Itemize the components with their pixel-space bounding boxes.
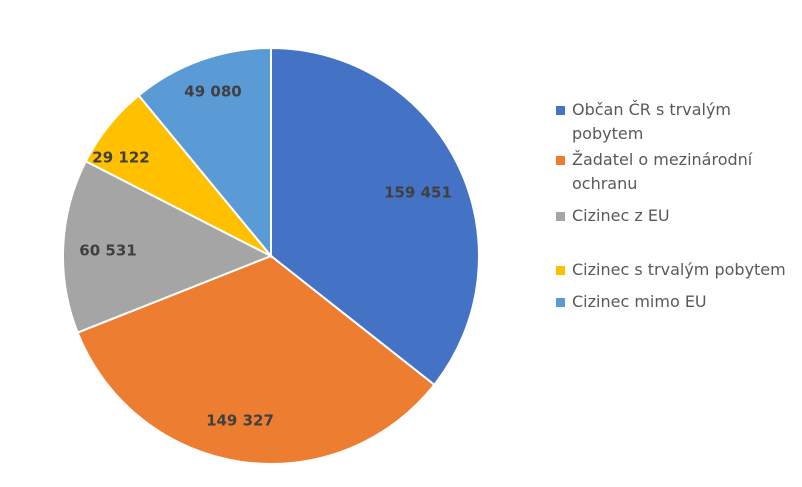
pie-data-labels: 159 451 149 327 60 531 29 122 49 080	[79, 83, 452, 430]
data-label-4: 49 080	[184, 83, 241, 101]
legend-swatch-2	[556, 212, 565, 221]
pie-chart: 159 451 149 327 60 531 29 122 49 080	[62, 46, 480, 465]
legend-swatch-4	[556, 298, 565, 307]
data-label-3: 29 122	[92, 149, 149, 167]
data-label-1: 149 327	[206, 412, 274, 430]
legend-item-4: Cizinec mimo EU	[556, 290, 802, 314]
legend-label-3: Cizinec s trvalým pobytem	[572, 260, 786, 279]
data-label-0: 159 451	[384, 184, 452, 202]
legend-swatch-3	[556, 266, 565, 275]
pie-slice-4	[137, 46, 272, 259]
legend-item-2: Cizinec z EU	[556, 204, 802, 228]
pie-slices	[62, 46, 480, 465]
legend-label-0: Občan ČR s trvalým pobytem	[572, 100, 731, 143]
data-label-2: 60 531	[79, 242, 136, 260]
legend-label-2: Cizinec z EU	[572, 206, 670, 225]
legend-swatch-1	[556, 156, 565, 165]
legend-label-4: Cizinec mimo EU	[572, 292, 707, 311]
legend: Občan ČR s trvalým pobytem Žadatel o mezi…	[556, 98, 802, 314]
pie-slice-0	[270, 46, 480, 387]
legend-swatch-0	[556, 106, 565, 115]
legend-item-1: Žadatel o mezinárodní ochranu	[556, 148, 802, 196]
legend-item-3: Cizinec s trvalým pobytem	[556, 258, 802, 282]
legend-label-1: Žadatel o mezinárodní ochranu	[572, 150, 753, 193]
legend-item-0: Občan ČR s trvalým pobytem	[556, 98, 802, 146]
pie-slice-1	[76, 254, 436, 465]
pie-slice-2	[62, 159, 274, 334]
